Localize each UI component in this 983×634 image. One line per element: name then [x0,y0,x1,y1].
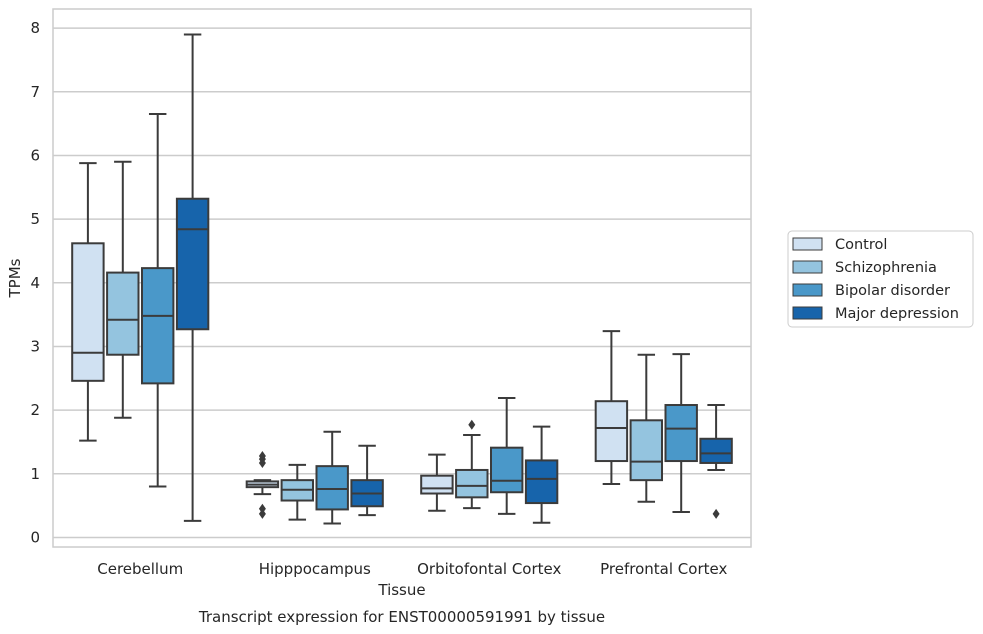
box-schizophrenia-cerebellum [106,160,140,419]
outlier-point [258,503,266,514]
box-iqr [175,197,210,331]
y-tick-label: 0 [30,528,40,546]
box-iqr [594,400,629,463]
y-tick-label: 8 [30,19,40,37]
box-iqr [524,459,559,505]
box-iqr [106,271,140,356]
boxes-group [71,33,733,525]
box-iqr [455,468,489,499]
y-tick-label: 3 [30,337,40,355]
box-major-depression-orbitofontal-cortex [524,425,559,524]
box-iqr [420,474,454,495]
box-control-hipppocampus [245,450,280,519]
legend-frame [787,230,974,328]
y-axis-title: TPMs [6,258,24,298]
y-tick-label: 2 [30,401,40,419]
box-control-orbitofontal-cortex [420,453,454,512]
box-iqr [699,437,733,464]
box-iqr [315,465,349,511]
y-tick-label: 1 [30,465,40,483]
box-bipolar-disorder-cerebellum [140,113,175,488]
box-iqr [664,404,698,463]
x-tick-label: Cerebellum [97,560,183,578]
outlier-point [468,419,476,430]
box-major-depression-cerebellum [175,33,210,522]
box-iqr [140,267,175,385]
legend-label: Bipolar disorder [835,283,950,299]
box-major-depression-hipppocampus [350,444,384,517]
outlier-point [258,450,266,461]
legend-swatch [792,283,823,297]
box-iqr [489,446,524,494]
plot-area-frame [52,8,752,548]
box-bipolar-disorder-orbitofontal-cortex [489,397,524,515]
box-schizophrenia-prefrontal-cortex [629,353,664,503]
legend-swatch [792,260,823,274]
x-axis-title: Tissue [377,581,425,599]
outlier-point [258,508,266,519]
box-control-prefrontal-cortex [594,330,629,485]
box-iqr [629,419,664,482]
figure-caption: Transcript expression for ENST0000059199… [198,608,605,626]
legend-swatch [792,306,823,320]
legend-label: Schizophrenia [835,260,937,276]
x-tick-label: Prefrontal Cortex [600,560,727,578]
legend: Control Schizophrenia Bipolar disorder Majo… [787,230,974,328]
box-bipolar-disorder-hipppocampus [315,430,349,525]
box-major-depression-prefrontal-cortex [699,404,733,519]
box-bipolar-disorder-prefrontal-cortex [664,353,698,513]
x-tick-labels: Cerebellum Hipppocampus Orbitofontal Corte… [97,560,727,578]
box-schizophrenia-hipppocampus [280,463,315,521]
y-tick-label: 7 [30,83,40,101]
box-iqr [71,242,105,382]
legend-label: Major depression [835,306,959,322]
legend-swatch [792,237,823,251]
box-control-cerebellum [71,162,105,442]
legend-label: Control [835,237,887,253]
y-tick-label: 5 [30,210,40,228]
y-tick-label: 4 [30,274,40,292]
y-tick-labels: 0 1 2 3 4 5 6 7 8 [30,19,40,546]
x-tick-label: Hipppocampus [259,560,371,578]
outlier-point [712,508,720,519]
x-tick-label: Orbitofontal Cortex [417,560,561,578]
box-schizophrenia-orbitofontal-cortex [455,419,489,510]
y-tick-label: 6 [30,146,40,164]
